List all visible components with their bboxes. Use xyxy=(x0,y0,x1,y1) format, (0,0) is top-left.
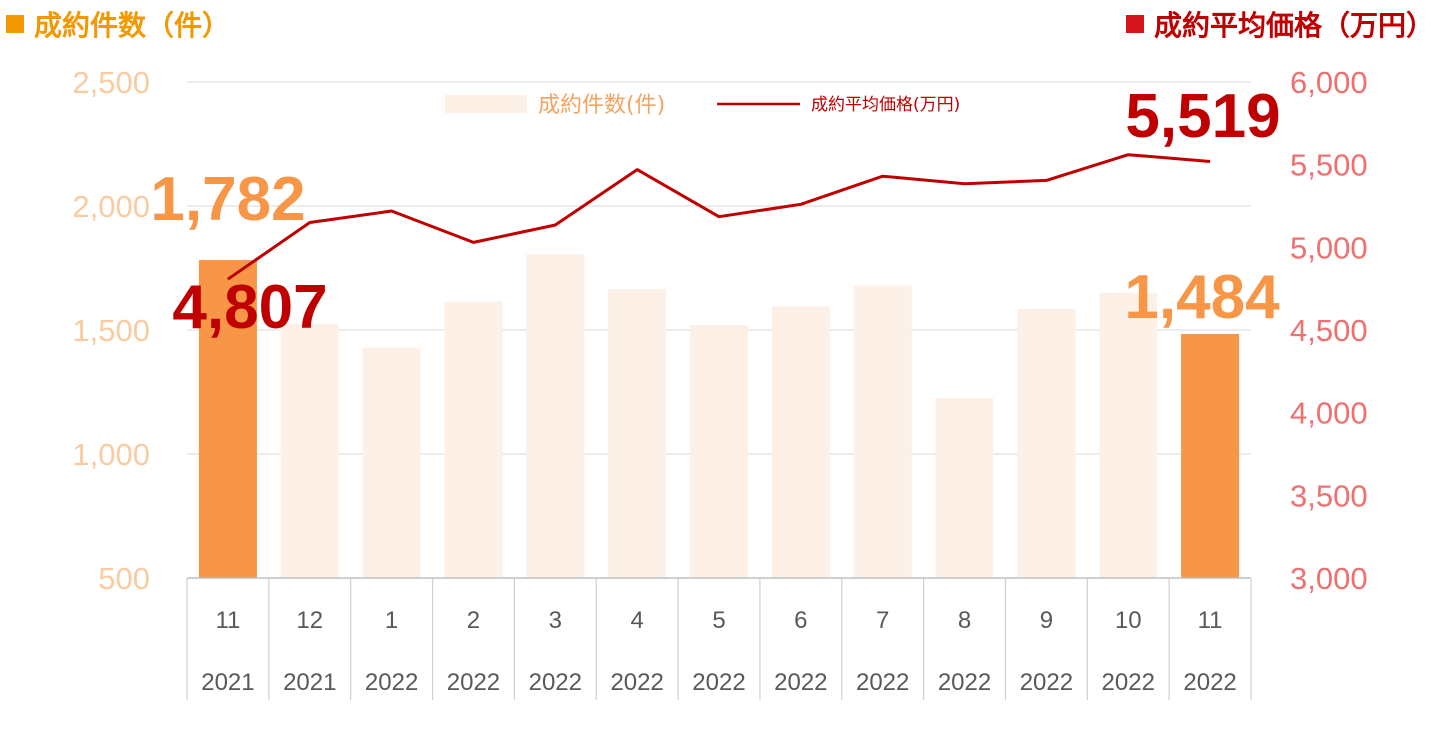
bar-mark xyxy=(1017,308,1076,578)
bar-mark xyxy=(608,289,667,578)
x-tick-label-year: 2022 xyxy=(692,669,745,696)
x-tick-label-month: 1 xyxy=(385,607,398,634)
right-y-tick-label: 5,000 xyxy=(1290,230,1368,265)
right-y-tick-label: 4,500 xyxy=(1290,313,1368,348)
orange-square-icon xyxy=(6,15,24,33)
x-tick-label-year: 2022 xyxy=(610,669,663,696)
x-tick-label-month: 8 xyxy=(958,607,971,634)
data-label-bar-first: 1,782 xyxy=(150,165,305,234)
left-y-tick-label: 1,500 xyxy=(72,313,150,348)
x-tick-label-month: 3 xyxy=(549,607,562,634)
data-label-line-first: 4,807 xyxy=(172,273,327,342)
bar-mark xyxy=(362,347,421,578)
legend-bar-label: 成約件数(件) xyxy=(538,93,665,118)
x-tick-label-year: 2022 xyxy=(529,669,582,696)
right-axis-title: 成約平均価格（万円） xyxy=(1125,4,1434,44)
x-tick-label-month: 12 xyxy=(296,607,323,634)
bar-mark xyxy=(198,260,257,578)
bar-mark xyxy=(280,323,339,578)
bar-mark xyxy=(1099,292,1158,578)
x-tick-label-year: 2021 xyxy=(283,669,336,696)
left-y-tick-label: 1,000 xyxy=(72,437,150,472)
right-y-tick-label: 5,500 xyxy=(1290,148,1368,183)
right-y-tick-label: 3,500 xyxy=(1290,478,1368,513)
bar-mark xyxy=(526,254,585,579)
x-tick-label-month: 11 xyxy=(215,607,240,634)
x-tick-label-month: 6 xyxy=(794,607,807,634)
x-tick-label-year: 2022 xyxy=(774,669,827,696)
x-tick-label-year: 2022 xyxy=(1020,669,1073,696)
x-tick-label-month: 9 xyxy=(1040,607,1053,634)
left-axis-title-text: 成約件数（件） xyxy=(34,9,231,42)
right-y-tick-label: 6,000 xyxy=(1290,65,1368,100)
legend-bar-swatch xyxy=(445,95,527,113)
x-tick-label-month: 5 xyxy=(712,607,725,634)
bar-mark xyxy=(1181,333,1240,578)
x-tick-label-year: 2022 xyxy=(365,669,418,696)
x-tick-label-year: 2022 xyxy=(1102,669,1155,696)
x-tick-label-year: 2022 xyxy=(938,669,991,696)
red-square-icon xyxy=(1125,15,1144,33)
x-tick-label-month: 4 xyxy=(630,607,643,634)
x-tick-label-month: 10 xyxy=(1115,607,1142,634)
x-tick-label-month: 2 xyxy=(467,607,480,634)
left-y-tick-label: 2,000 xyxy=(72,189,150,224)
left-axis-title: 成約件数（件） xyxy=(6,4,230,44)
right-y-tick-label: 3,000 xyxy=(1290,561,1368,596)
bar-mark xyxy=(935,398,994,578)
price-line xyxy=(227,153,1211,281)
x-tick-label-year: 2022 xyxy=(856,669,909,696)
bar-mark xyxy=(690,325,748,578)
bar-mark xyxy=(444,301,503,578)
left-y-tick-label: 500 xyxy=(98,561,150,596)
x-tick-label-month: 11 xyxy=(1198,607,1223,634)
right-y-tick-label: 4,000 xyxy=(1290,396,1368,431)
left-y-tick-label: 2,500 xyxy=(72,65,150,100)
data-label-line-last: 5,519 xyxy=(1125,82,1280,151)
bar-mark xyxy=(771,306,830,578)
bar-mark xyxy=(853,285,912,578)
x-tick-label-month: 7 xyxy=(876,607,889,634)
x-tick-label-year: 2021 xyxy=(201,669,254,696)
x-tick-label-year: 2022 xyxy=(1183,669,1236,696)
data-label-bar-last: 1,484 xyxy=(1124,263,1280,332)
right-axis-title-text: 成約平均価格（万円） xyxy=(1153,9,1434,42)
legend-line-label: 成約平均価格(万円) xyxy=(811,95,960,115)
x-tick-label-year: 2022 xyxy=(447,669,500,696)
